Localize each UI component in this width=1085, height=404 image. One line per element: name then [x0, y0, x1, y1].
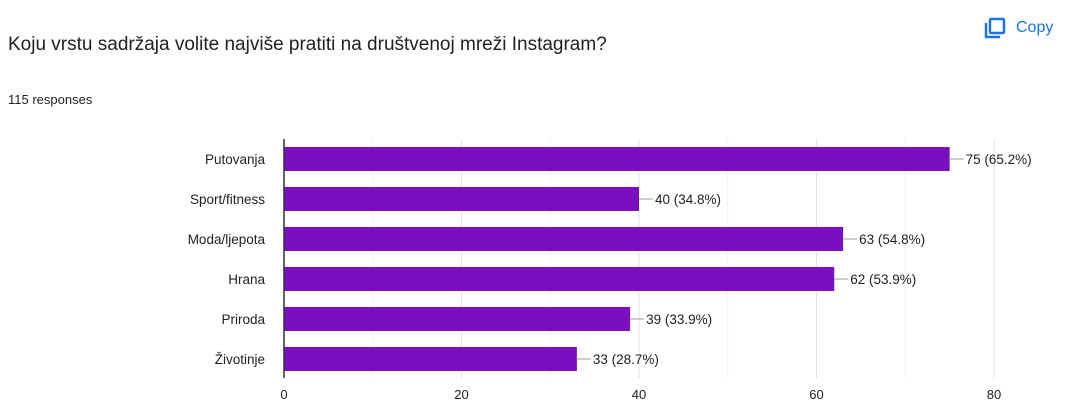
category-label: Putovanja	[205, 152, 266, 167]
bar	[284, 347, 577, 371]
chart-title: Koju vrstu sadržaja volite najviše prati…	[8, 34, 607, 55]
category-label: Životinje	[215, 352, 265, 367]
data-label: 63 (54.8%)	[859, 232, 925, 247]
copy-icon	[984, 17, 1006, 39]
copy-button[interactable]: Copy	[984, 14, 1053, 42]
x-tick-label: 0	[280, 387, 287, 402]
bar	[284, 187, 639, 211]
response-count: 115 responses	[8, 92, 93, 107]
bar	[284, 307, 631, 331]
x-tick-label: 40	[632, 387, 646, 402]
x-tick-label: 20	[454, 387, 468, 402]
data-label: 75 (65.2%)	[966, 152, 1032, 167]
category-label: Priroda	[221, 312, 265, 327]
copy-label: Copy	[1016, 19, 1054, 36]
data-label: 62 (53.9%)	[850, 272, 916, 287]
x-tick-label: 80	[987, 387, 1001, 402]
category-label: Hrana	[228, 272, 265, 287]
bar	[284, 147, 950, 171]
x-tick-label: 60	[809, 387, 823, 402]
category-label: Sport/fitness	[190, 192, 265, 207]
bar	[284, 227, 844, 251]
category-label: Moda/ljepota	[188, 232, 266, 247]
data-label: 33 (28.7%)	[593, 352, 659, 367]
bar	[284, 267, 835, 291]
data-label: 40 (34.8%)	[655, 192, 721, 207]
data-label: 39 (33.9%)	[646, 312, 712, 327]
